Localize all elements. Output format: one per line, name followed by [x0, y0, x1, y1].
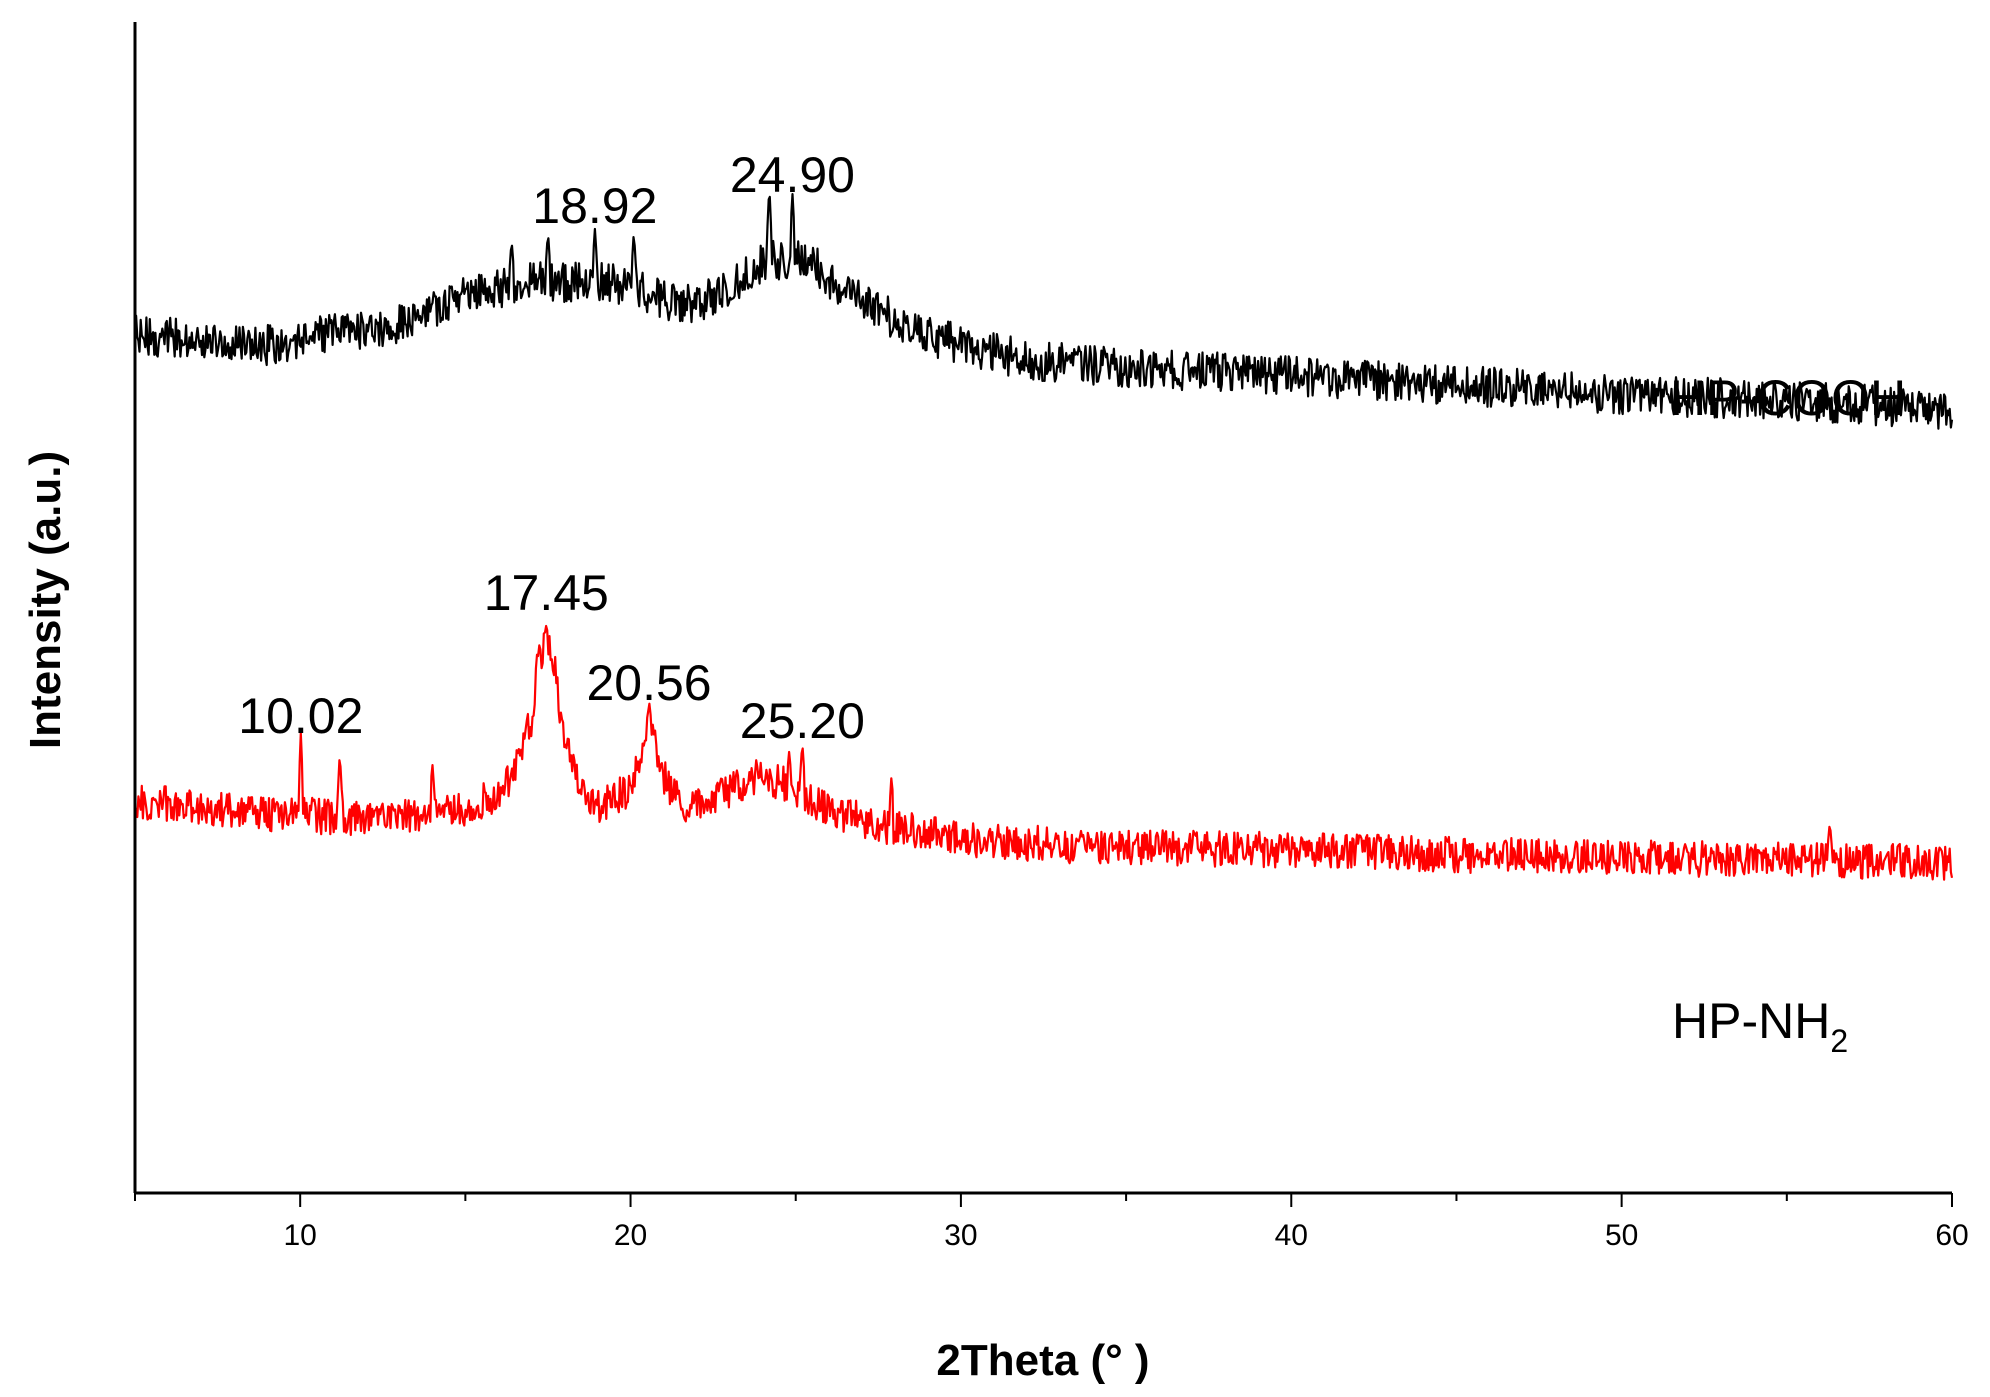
peak-label: 20.56: [586, 655, 711, 711]
series-line-1: [133, 624, 1954, 881]
peak-label: 25.20: [740, 693, 865, 749]
y-axis-title: Intensity (a.u.): [21, 451, 70, 749]
x-tick-label: 10: [283, 1219, 316, 1252]
x-ticks: 10 20 30 40 50 60: [134, 1193, 1969, 1252]
peak-annotations: 18.92 24.90 17.45 10.02 20.56 25.20: [238, 147, 865, 749]
series-labels: HP-COOH HP-NH2: [1670, 370, 1906, 1059]
series-label-0: HP-COOH: [1670, 370, 1906, 426]
x-tick-label: 20: [614, 1219, 647, 1252]
x-tick-label: 50: [1605, 1219, 1638, 1252]
peak-label: 18.92: [532, 178, 657, 234]
peak-label: 17.45: [484, 565, 609, 621]
series-label-1: HP-NH2: [1672, 993, 1848, 1059]
series-layer: [133, 193, 1954, 881]
peak-label: 24.90: [730, 147, 855, 203]
x-tick-label: 40: [1275, 1219, 1308, 1252]
x-tick-label: 30: [944, 1219, 977, 1252]
series-line-0: [134, 193, 1954, 430]
peak-label: 10.02: [238, 688, 363, 744]
x-tick-label: 60: [1935, 1219, 1968, 1252]
plot-area: 10 20 30 40 50 60 18.92 24.90 17.45 10.02 20.56 25…: [133, 22, 1969, 1252]
x-axis-title: 2Theta (° ): [936, 1336, 1149, 1385]
